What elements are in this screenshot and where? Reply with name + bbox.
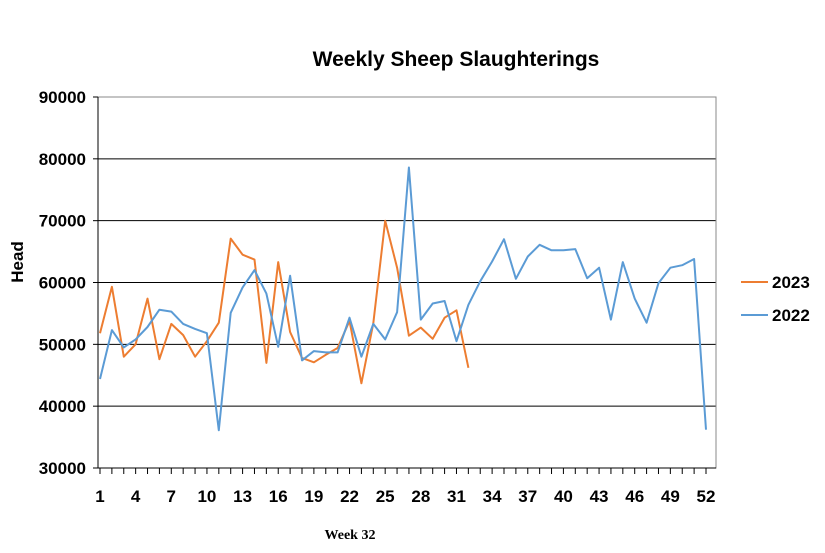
axes [93,96,716,474]
x-tick-label: 4 [131,487,141,506]
legend-label-2023: 2023 [772,273,810,292]
x-tick-label: 7 [167,487,176,506]
y-tick-label: 80000 [39,150,86,169]
x-tick-label: 34 [483,487,502,506]
x-tick-label: 25 [376,487,395,506]
y-axis-ticks: 30000 40000 50000 60000 70000 80000 90000 [39,88,86,478]
x-tick-label: 49 [661,487,680,506]
chart-title: Weekly Sheep Slaughterings [313,48,600,71]
x-tick-label: 37 [518,487,537,506]
x-tick-label: 10 [197,487,216,506]
x-tick-label: 13 [233,487,252,506]
x-tick-label: 22 [340,487,359,506]
footnote: Week 32 [324,528,376,543]
x-axis-ticks: 1 4 7 10 13 16 19 22 25 28 31 34 37 40 43 46 49 52 [95,487,715,506]
y-tick-label: 50000 [39,335,86,354]
y-tick-label: 90000 [39,88,86,107]
y-tick-label: 30000 [39,459,86,478]
series-line-2023 [99,219,470,385]
x-tick-label: 28 [411,487,430,506]
legend-label-2022: 2022 [772,306,810,325]
series-layer [99,166,707,432]
x-tick-label: 1 [95,487,104,506]
x-tick-label: 31 [447,487,466,506]
x-tick-label: 46 [625,487,644,506]
y-tick-label: 70000 [39,212,86,231]
series-line-2022 [99,166,707,432]
y-axis-label: Head [8,241,27,283]
x-tick-label: 19 [304,487,323,506]
x-tick-label: 52 [697,487,716,506]
legend: 2023 2022 [741,273,810,325]
grid [98,96,716,407]
y-tick-label: 40000 [39,397,86,416]
y-tick-label: 60000 [39,274,86,293]
x-tick-label: 43 [590,487,609,506]
x-tick-label: 16 [269,487,288,506]
x-tick-label: 40 [554,487,573,506]
